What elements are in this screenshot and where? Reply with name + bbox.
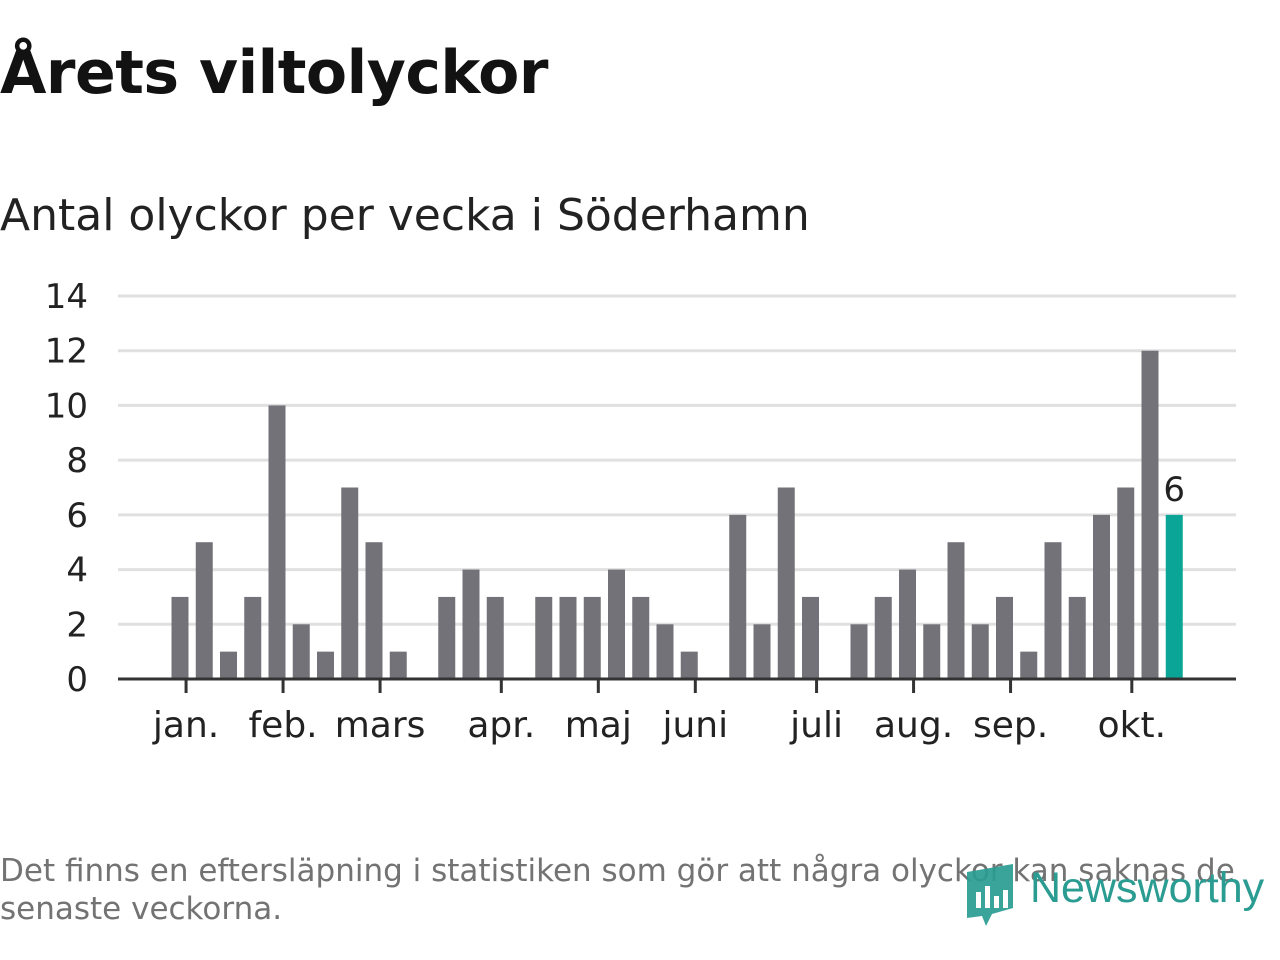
y-tick-label: 0 — [66, 660, 88, 700]
x-tick-label: juni — [661, 705, 728, 746]
bar — [462, 569, 480, 679]
bar — [341, 487, 359, 679]
bars — [171, 350, 1183, 679]
bar — [753, 624, 771, 679]
bar — [874, 596, 892, 679]
brand-name: Newsworthy — [1030, 864, 1265, 912]
bar — [244, 596, 262, 679]
x-tick-label: okt. — [1098, 705, 1166, 746]
bar — [1068, 596, 1086, 679]
data-label-latest-week: 6 — [1163, 470, 1185, 510]
bar — [777, 487, 795, 679]
bar — [656, 624, 674, 679]
y-tick-label: 2 — [66, 605, 88, 645]
bar — [171, 596, 189, 679]
x-tick-label: feb. — [249, 705, 318, 746]
bar — [317, 651, 334, 679]
bar — [486, 596, 504, 679]
bar — [1141, 350, 1159, 679]
x-tick-label: maj — [565, 705, 632, 746]
x-axis — [118, 677, 1236, 693]
bar — [850, 624, 868, 679]
chart-subtitle: Antal olyckor per vecka i Söderhamn — [0, 190, 810, 241]
x-tick-label: apr. — [467, 705, 535, 746]
bar — [947, 542, 965, 679]
bar — [195, 542, 213, 679]
bar — [729, 514, 747, 679]
x-tick-label: juli — [789, 705, 843, 746]
bar — [971, 624, 989, 679]
x-tick-label: aug. — [874, 705, 953, 746]
y-tick-label: 12 — [45, 332, 88, 372]
bar — [292, 624, 310, 679]
y-tick-label: 8 — [66, 441, 88, 481]
footnote: Det finns en eftersläpning i statistiken… — [0, 853, 1235, 927]
bar — [1093, 514, 1110, 679]
bar — [389, 651, 407, 679]
bar — [268, 405, 286, 679]
x-tick-label: sep. — [973, 705, 1048, 746]
bar — [535, 596, 553, 679]
bar — [632, 596, 650, 679]
weekly-accidents-bar-chart: 0 2 4 6 8 10 12 14 jan. feb. mars apr. maj juni juli a… — [45, 277, 1236, 746]
bar — [608, 569, 625, 679]
data-labels: 6 — [1163, 470, 1185, 510]
y-axis-tick-labels: 0 2 4 6 8 10 12 14 — [45, 277, 88, 700]
bar — [1020, 651, 1038, 679]
bar — [680, 651, 698, 679]
chart-title: Årets viltolyckor — [0, 38, 549, 108]
bar — [1117, 487, 1135, 679]
bar-latest-week — [1165, 514, 1183, 679]
bar — [220, 651, 237, 679]
bar — [1044, 542, 1062, 679]
y-tick-label: 14 — [45, 277, 88, 317]
bar — [438, 596, 456, 679]
gridlines — [118, 294, 1236, 626]
x-tick-label: jan. — [152, 705, 219, 746]
bar — [559, 596, 577, 679]
x-tick-label: mars — [335, 705, 426, 746]
y-tick-label: 4 — [66, 551, 88, 591]
newsworthy-logo-icon — [967, 864, 1013, 926]
y-tick-label: 6 — [66, 496, 88, 536]
bar — [899, 569, 916, 679]
bar — [996, 596, 1013, 679]
x-axis-tick-labels: jan. feb. mars apr. maj juni juli aug. sep. okt. — [152, 705, 1166, 746]
newsworthy-logo: Newsworthy — [964, 862, 1276, 930]
bar — [365, 542, 383, 679]
y-tick-label: 10 — [45, 386, 88, 426]
bar — [802, 596, 819, 679]
bar — [583, 596, 601, 679]
bar — [923, 624, 941, 679]
